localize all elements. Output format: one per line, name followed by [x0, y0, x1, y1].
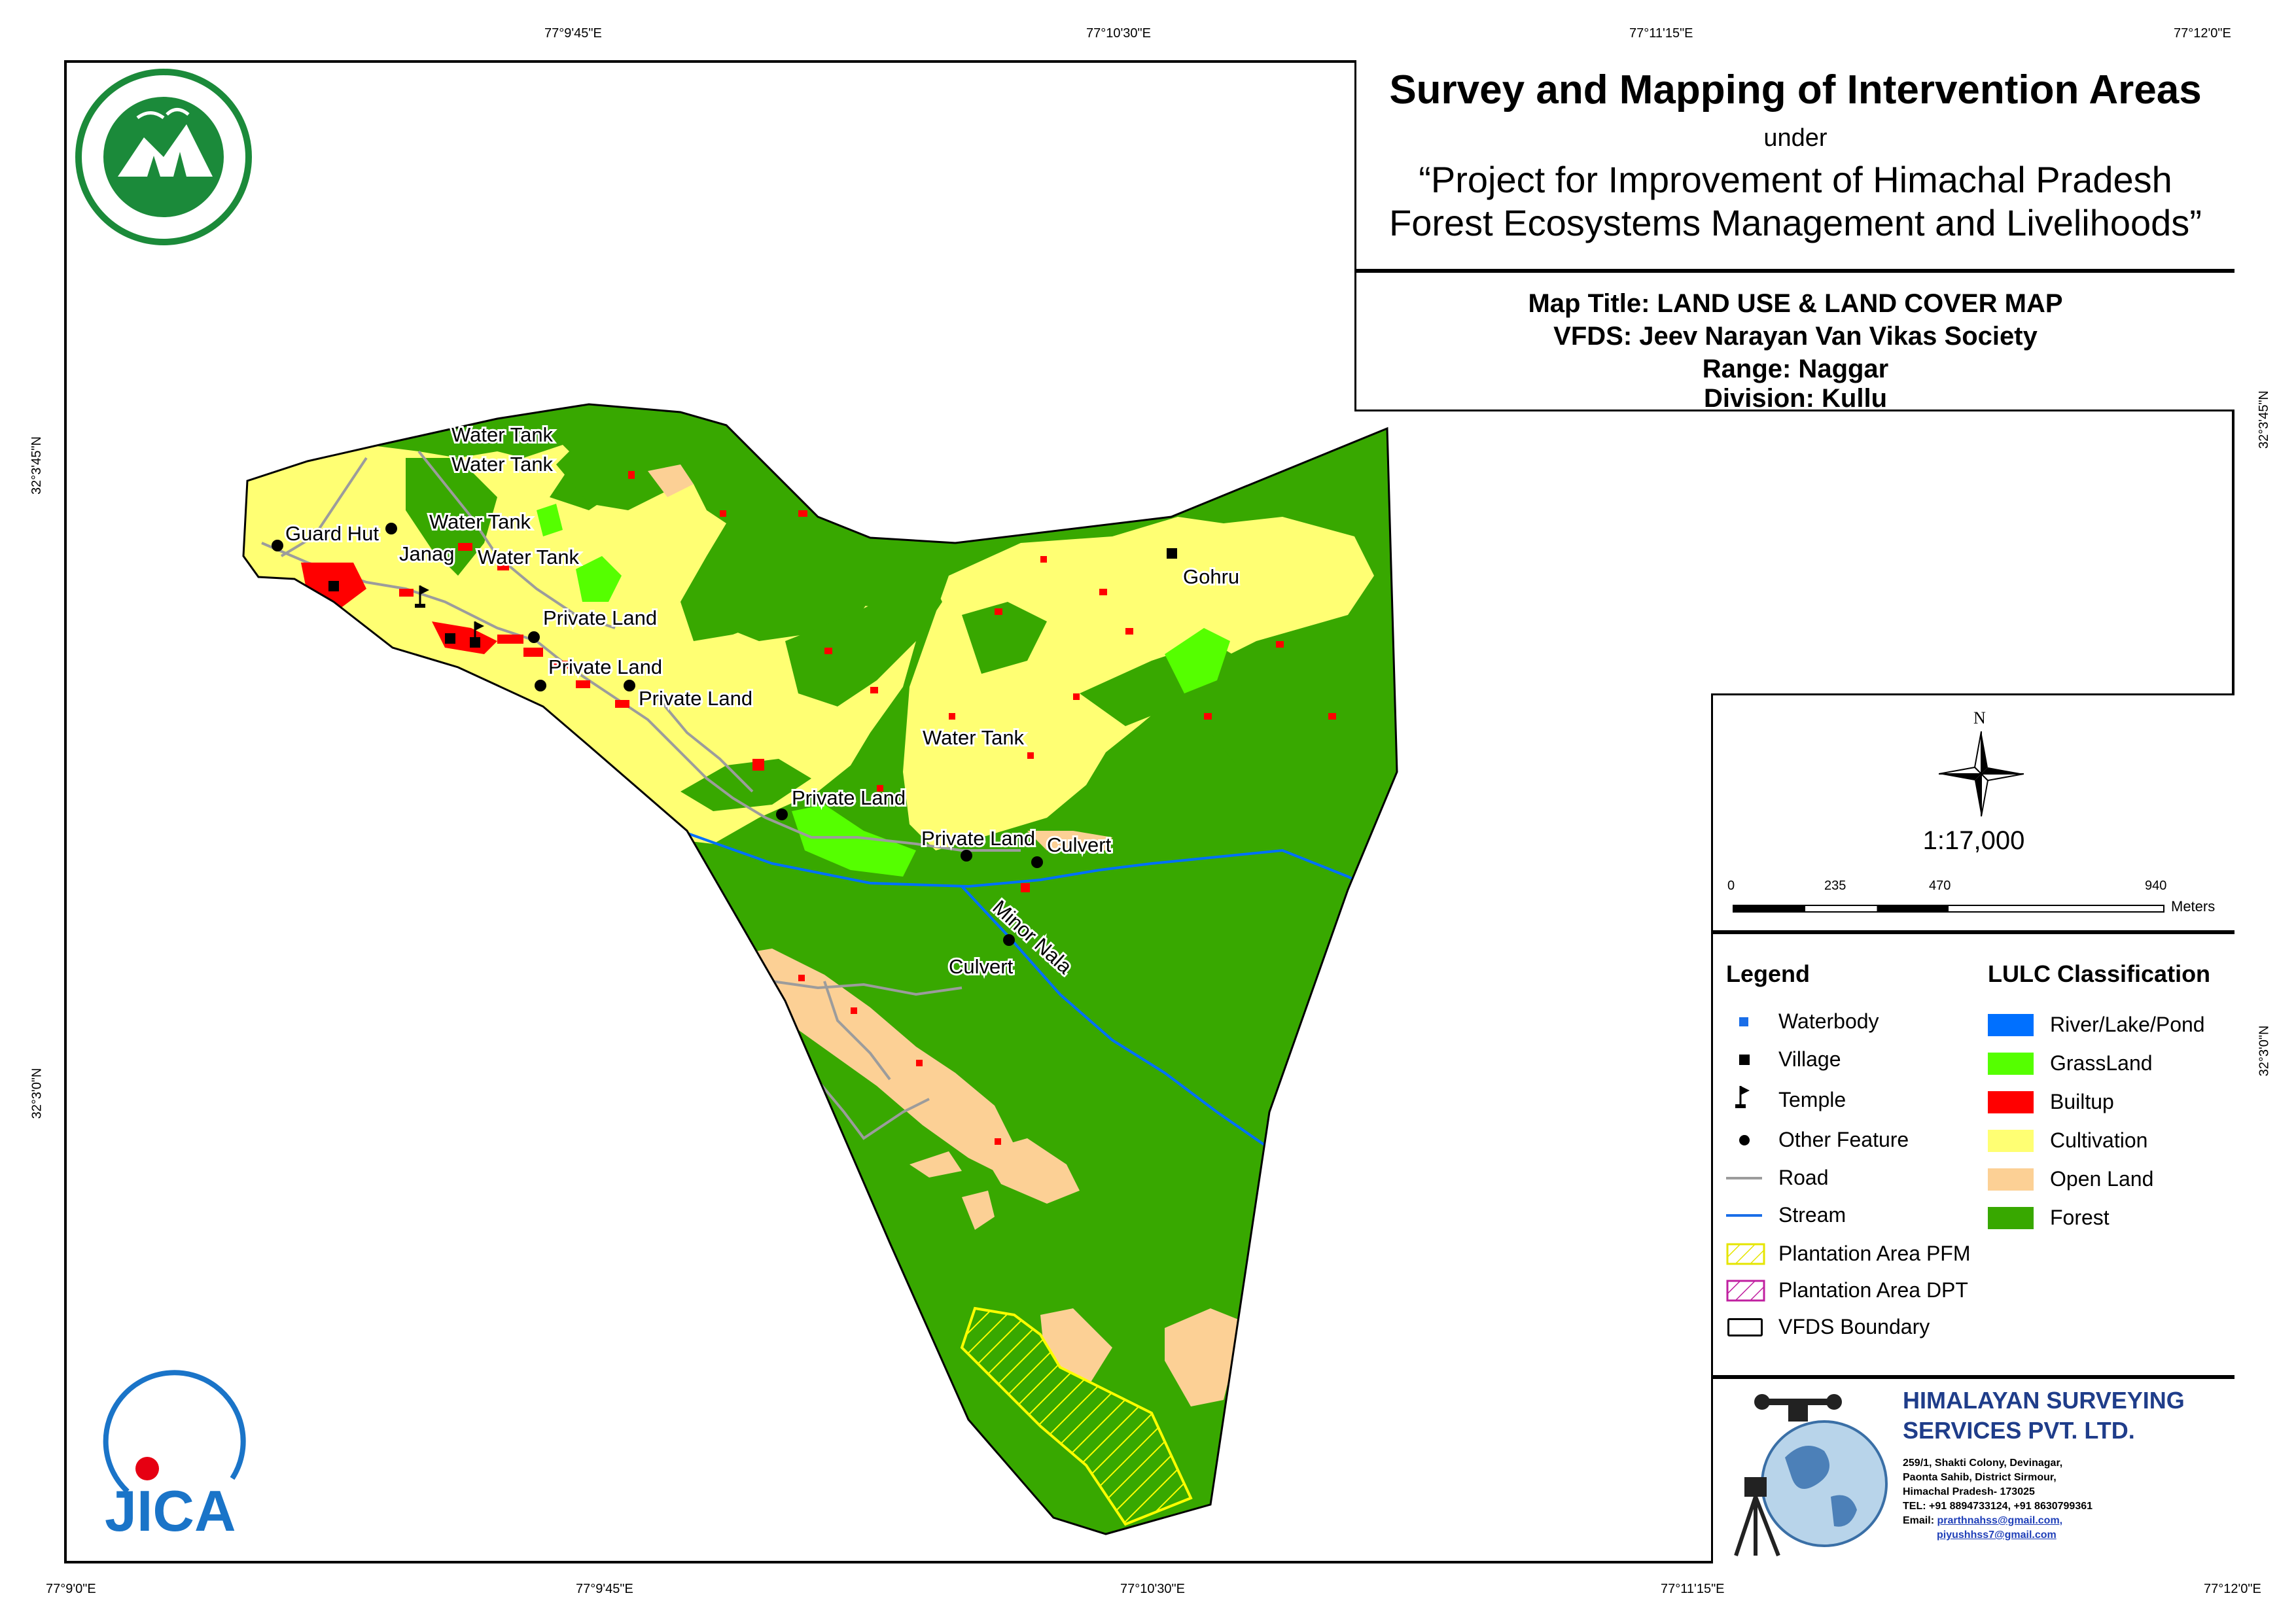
forest-dept-seal-logo	[79, 63, 249, 242]
village-icon	[1739, 1055, 1750, 1065]
svg-text:JICA: JICA	[105, 1478, 236, 1543]
north-arrow-icon	[1939, 731, 2024, 816]
scale-tick-235: 235	[1824, 879, 1846, 894]
label-gohru: Gohru	[1183, 565, 1239, 588]
waterbody-icon	[1739, 1017, 1748, 1026]
lulc-item-builtup: Builtup	[2050, 1090, 2114, 1114]
village-marker-janag	[328, 581, 339, 591]
company-address-1: 259/1, Shakti Colony, Devinagar,	[1903, 1457, 2062, 1469]
email-label: Email:	[1903, 1515, 1934, 1526]
division-name: Division: Kullu	[1356, 384, 2234, 413]
email-link-2[interactable]: piyushhss7@gmail.com	[1937, 1529, 2057, 1541]
scale-bar	[1733, 905, 2164, 913]
vfds-boundary-icon	[1727, 1318, 1763, 1336]
email-link-1[interactable]: prarthnahss@gmail.com,	[1937, 1515, 2062, 1526]
label-culvert: Culvert	[1047, 833, 1112, 856]
page-title: Survey and Mapping of Intervention Areas	[1356, 67, 2234, 113]
lulc-swatch-builtup	[1988, 1091, 2034, 1113]
scale-unit: Meters	[2171, 898, 2215, 915]
label-water-tank: Water Tank	[451, 453, 554, 476]
scale-tick-940: 940	[2145, 879, 2166, 894]
map-title: Map Title: LAND USE & LAND COVER MAP	[1356, 289, 2234, 319]
lulc-item-open-land: Open Land	[2050, 1167, 2153, 1191]
label-private-land: Private Land	[639, 687, 752, 710]
temple-icon	[1735, 1083, 1755, 1109]
lulc-item-grassland: GrassLand	[2050, 1051, 2153, 1075]
label-private-land: Private Land	[921, 827, 1035, 850]
scale-tick-0: 0	[1727, 879, 1735, 894]
label-water-tank: Water Tank	[451, 423, 554, 446]
range-name: Range: Naggar	[1356, 355, 2234, 384]
legend-heading: Legend	[1726, 960, 1810, 988]
company-name-line1: HIMALAYAN SURVEYING	[1903, 1387, 2185, 1414]
map-info-block: Map Title: LAND USE & LAND COVER MAP VFD…	[1354, 271, 2234, 411]
lulc-item-forest: Forest	[2050, 1206, 2110, 1230]
company-tel: TEL: +91 8894733124, +91 8630799361	[1903, 1501, 2093, 1512]
legend-item-other-feature: Other Feature	[1778, 1128, 1909, 1152]
feature-dot	[528, 631, 540, 643]
lulc-item-cultivation: Cultivation	[2050, 1128, 2147, 1153]
lulc-heading: LULC Classification	[1988, 960, 2210, 988]
village-marker-gohru	[1167, 548, 1177, 559]
legend-item-waterbody: Waterbody	[1778, 1009, 1879, 1034]
lulc-swatch-cultivation	[1988, 1130, 2034, 1152]
legend-item-stream: Stream	[1778, 1203, 1846, 1227]
company-name-line2: SERVICES PVT. LTD.	[1903, 1417, 2135, 1444]
project-title-line1: “Project for Improvement of Himachal Pra…	[1356, 158, 2234, 201]
dot-icon	[1739, 1135, 1750, 1145]
legend-item-vfds-boundary: VFDS Boundary	[1778, 1315, 1930, 1339]
feature-dot	[776, 809, 788, 820]
north-scale-block: N 1:17,000 0 235 470 940 Meters	[1711, 693, 2234, 932]
village-marker	[445, 633, 455, 644]
lulc-item-river: River/Lake/Pond	[2050, 1013, 2205, 1037]
legend-item-plantation-pfm: Plantation Area PFM	[1778, 1242, 1970, 1266]
label-guard-hut: Guard Hut	[285, 522, 379, 545]
company-address-3: Himachal Pradesh- 173025	[1903, 1486, 2035, 1498]
company-block: HIMALAYAN SURVEYING SERVICES PVT. LTD. 2…	[1711, 1377, 2234, 1563]
legend-item-plantation-dpt: Plantation Area DPT	[1778, 1278, 1968, 1302]
feature-dot	[1003, 934, 1015, 946]
label-water-tank: Water Tank	[478, 546, 580, 568]
company-logo	[1726, 1386, 1903, 1562]
plantation-pfm-icon	[1726, 1243, 1765, 1265]
feature-dot-guard-hut	[272, 540, 283, 551]
project-title: “Project for Improvement of Himachal Pra…	[1356, 158, 2234, 245]
label-water-tank: Water Tank	[923, 726, 1025, 749]
title-block: Survey and Mapping of Intervention Areas…	[1354, 60, 2234, 271]
stream-line-icon	[1726, 1214, 1762, 1217]
project-title-line2: Forest Ecosystems Management and Livelih…	[1356, 201, 2234, 245]
label-janag: Janag	[399, 542, 454, 565]
plantation-dpt-icon	[1726, 1280, 1765, 1302]
scale-ratio: 1:17,000	[1713, 826, 2234, 856]
title-under: under	[1356, 124, 2234, 152]
label-culvert: Culvert	[949, 955, 1014, 978]
feature-dot	[535, 680, 546, 691]
lulc-swatch-river	[1988, 1014, 2034, 1036]
feature-dot	[385, 523, 397, 534]
legend-block: Legend LULC Classification Waterbody Vil…	[1711, 932, 2234, 1377]
label-water-tank: Water Tank	[429, 510, 531, 533]
label-private-land: Private Land	[543, 606, 657, 629]
feature-dot	[961, 850, 972, 862]
lulc-swatch-grassland	[1988, 1053, 2034, 1075]
legend-item-road: Road	[1778, 1166, 1829, 1190]
jica-logo: JICA	[105, 1372, 243, 1543]
label-private-land: Private Land	[548, 655, 662, 678]
label-private-land: Private Land	[792, 786, 906, 809]
feature-dot	[1031, 856, 1043, 868]
legend-item-temple: Temple	[1778, 1088, 1846, 1112]
lulc-swatch-forest	[1988, 1207, 2034, 1229]
road-line-icon	[1726, 1177, 1762, 1179]
legend-item-village: Village	[1778, 1047, 1841, 1072]
scale-tick-470: 470	[1929, 879, 1951, 894]
north-letter: N	[1973, 708, 1986, 728]
company-email-row: Email: prarthnahss@gmail.com,	[1903, 1515, 2062, 1527]
lulc-swatch-open-land	[1988, 1168, 2034, 1191]
company-email-row-2: piyushhss7@gmail.com	[1937, 1529, 2057, 1541]
vfds-name: VFDS: Jeev Narayan Van Vikas Society	[1356, 322, 2234, 351]
feature-dot	[624, 680, 635, 691]
company-address-2: Paonta Sahib, District Sirmour,	[1903, 1472, 2057, 1484]
